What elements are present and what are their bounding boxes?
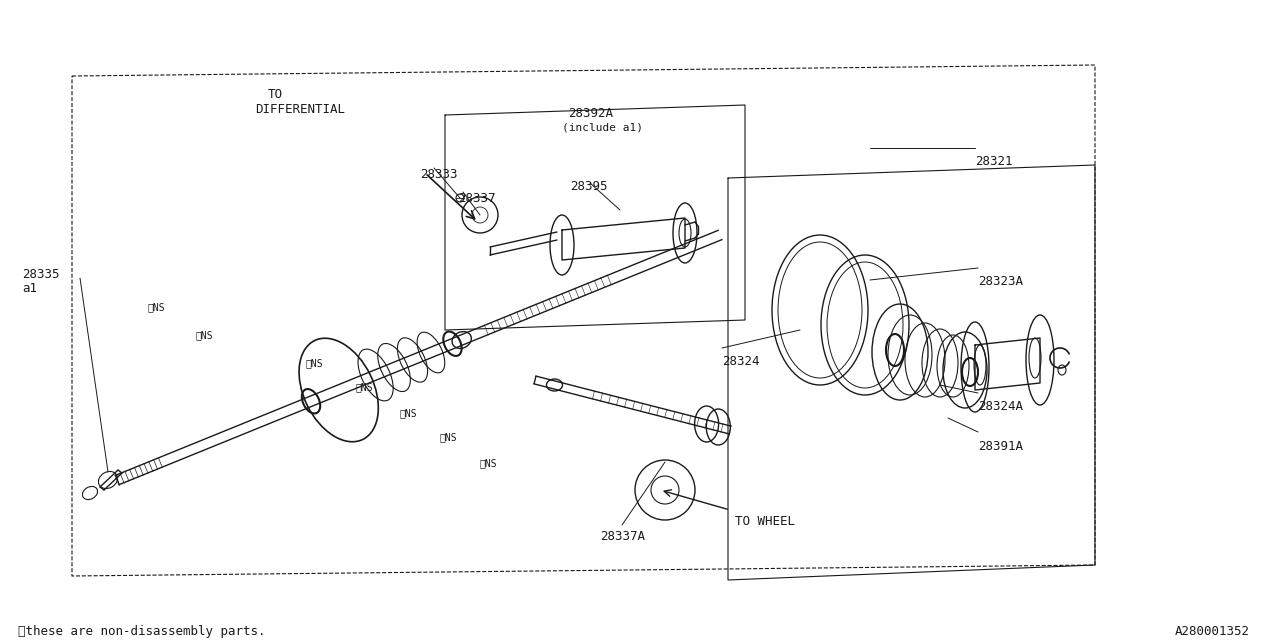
Text: 28324A: 28324A [978, 400, 1023, 413]
Text: 28335: 28335 [22, 268, 59, 281]
Text: 28333: 28333 [420, 168, 457, 181]
Text: DIFFERENTIAL: DIFFERENTIAL [255, 103, 346, 116]
Text: 28392A: 28392A [568, 107, 613, 120]
Text: TO: TO [268, 88, 283, 101]
Text: (include a1): (include a1) [562, 122, 643, 132]
Text: ※NS: ※NS [480, 458, 498, 468]
Text: ※NS: ※NS [355, 382, 372, 392]
Text: 28337: 28337 [458, 192, 495, 205]
Text: ※NS: ※NS [440, 432, 458, 442]
Text: 28391A: 28391A [978, 440, 1023, 453]
Text: ※NS: ※NS [148, 302, 165, 312]
Text: 28337A: 28337A [600, 530, 645, 543]
Text: 28395: 28395 [570, 180, 608, 193]
Text: A280001352: A280001352 [1175, 625, 1251, 638]
Text: ※these are non-disassembly parts.: ※these are non-disassembly parts. [18, 625, 265, 638]
Text: ※NS: ※NS [195, 330, 212, 340]
Text: 28321: 28321 [975, 155, 1012, 168]
Text: 28324: 28324 [722, 355, 759, 368]
Text: ※NS: ※NS [305, 358, 323, 368]
Text: ※NS: ※NS [399, 408, 417, 418]
Text: a1: a1 [22, 282, 37, 295]
Text: 28323A: 28323A [978, 275, 1023, 288]
Text: TO WHEEL: TO WHEEL [735, 515, 795, 528]
